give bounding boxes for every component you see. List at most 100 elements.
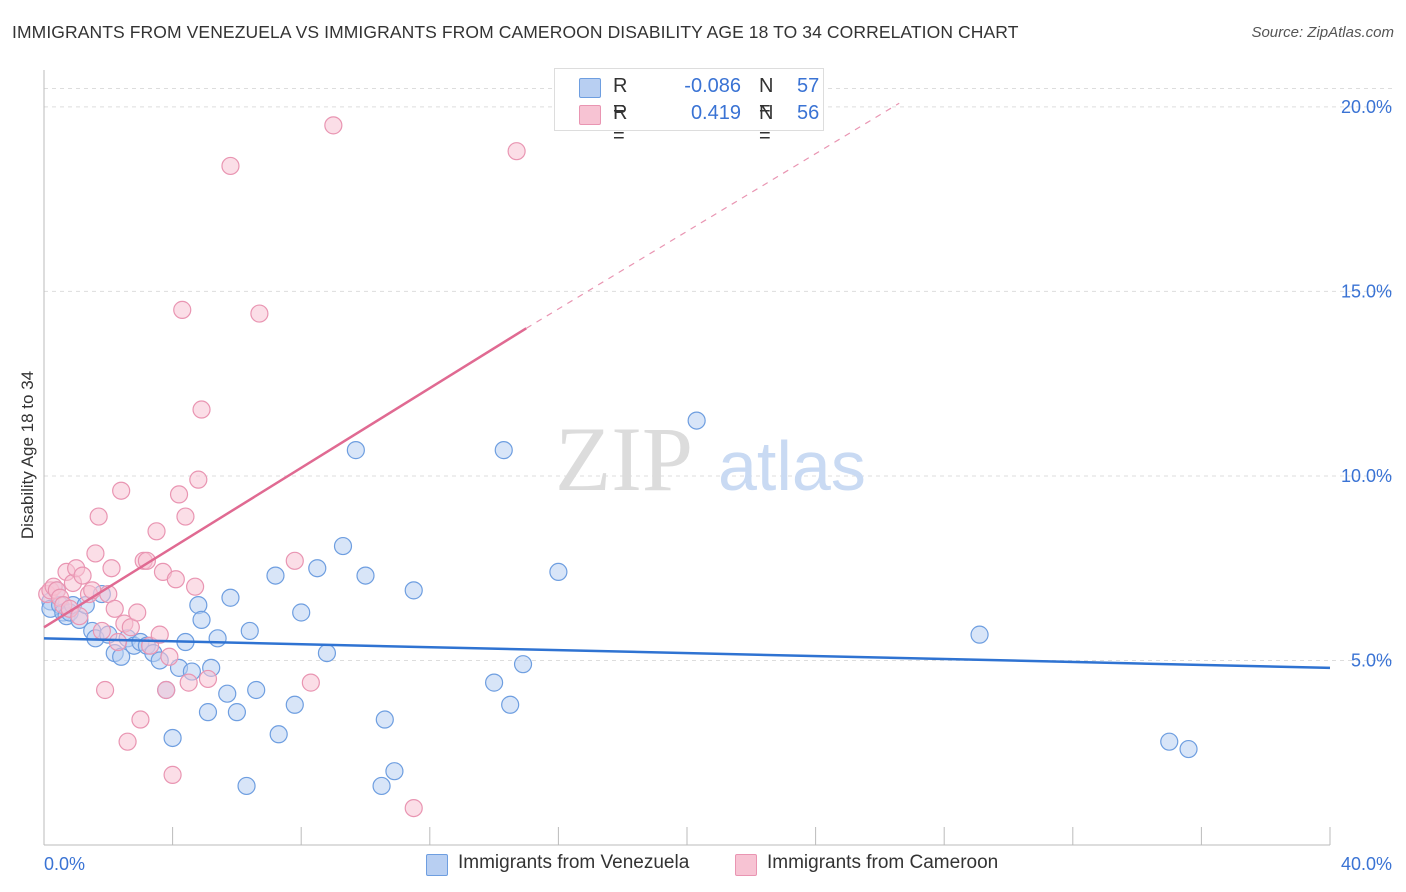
- y-tick-label: 5.0%: [1351, 650, 1392, 670]
- legend-n-value: 56: [797, 102, 820, 124]
- venezuela-point: [269, 725, 288, 744]
- cameroon-point: [105, 599, 124, 618]
- venezuela-point: [375, 710, 394, 729]
- cameroon-point: [89, 507, 108, 526]
- watermark: ZIP atlas: [555, 408, 866, 510]
- venezuela-point: [221, 588, 240, 607]
- legend-r-value: 0.419: [690, 102, 741, 124]
- cameroon-point: [92, 621, 111, 641]
- cameroon-point: [102, 559, 121, 578]
- legend-r-label: R =: [613, 75, 628, 120]
- cameroon-point: [179, 673, 198, 692]
- venezuela-point: [189, 596, 208, 615]
- venezuela-point: [494, 441, 513, 460]
- cameroon-point: [507, 142, 526, 161]
- legend-r-label: R =: [613, 102, 628, 147]
- watermark-zip: ZIP: [555, 408, 693, 510]
- cameroon-point: [173, 300, 192, 319]
- venezuela-point: [549, 562, 568, 582]
- cameroon-swatch: [579, 105, 601, 125]
- cameroon-point: [285, 551, 304, 570]
- cameroon-legend-label: Immigrants from Cameroon: [767, 852, 999, 873]
- y-tick-label: 10.0%: [1341, 466, 1392, 486]
- venezuela-point: [1179, 739, 1198, 759]
- cameroon-point: [73, 566, 92, 585]
- venezuela-point: [247, 680, 266, 700]
- x-tick-label: 40.0%: [1341, 854, 1392, 874]
- cameroon-point: [118, 732, 137, 751]
- cameroon-point: [150, 625, 169, 644]
- cameroon-point: [169, 485, 189, 504]
- cameroon-point: [160, 647, 179, 666]
- venezuela-point: [163, 728, 182, 748]
- y-tick-label: 20.0%: [1341, 97, 1392, 117]
- venezuela-point: [333, 536, 353, 556]
- gridlines: [44, 87, 1392, 661]
- cameroon-point: [186, 577, 205, 596]
- venezuela-point: [404, 581, 423, 600]
- cameroon-point: [250, 304, 269, 323]
- cameroon-point: [198, 669, 218, 689]
- venezuela-point: [308, 559, 327, 578]
- cameroon-trend-line: [43, 327, 527, 629]
- correlation-legend: R = -0.086 N = 57 R = 0.419 N = 56: [554, 68, 824, 147]
- trend-lines: [43, 102, 1331, 670]
- cameroon-point: [163, 765, 182, 784]
- cameroon-point: [157, 680, 176, 700]
- venezuela-point: [970, 625, 989, 644]
- venezuela-point: [372, 776, 391, 796]
- watermark-atlas: atlas: [718, 427, 866, 505]
- cameroon-trend-extension: [525, 102, 900, 329]
- x-tick-label: 0.0%: [44, 854, 85, 874]
- cameroon-point: [189, 470, 208, 489]
- venezuela-point: [227, 703, 246, 722]
- cameroon-point: [221, 156, 240, 176]
- venezuela-point: [385, 762, 404, 781]
- venezuela-point: [513, 655, 533, 674]
- tick-labels: 5.0% 10.0% 15.0% 20.0% 0.0% 40.0%: [44, 97, 1392, 874]
- cameroon-point: [176, 507, 195, 526]
- cameroon-point: [147, 522, 166, 541]
- legend-n-label: N =: [759, 102, 774, 147]
- venezuela-point: [192, 610, 211, 629]
- cameroon-point: [324, 116, 343, 135]
- cameroon-point: [86, 544, 105, 563]
- venezuela-point: [237, 776, 256, 796]
- legend-n-label: N =: [759, 75, 774, 120]
- venezuela-legend-label: Immigrants from Venezuela: [458, 852, 690, 873]
- venezuela-point: [218, 684, 237, 703]
- venezuela-legend-swatch: [426, 854, 448, 876]
- axes: [43, 70, 1331, 846]
- source-credit: Source: ZipAtlas.com: [1251, 24, 1394, 41]
- cameroon-point: [131, 710, 150, 729]
- venezuela-point: [292, 603, 311, 622]
- venezuela-point: [266, 566, 285, 585]
- chart-title: IMMIGRANTS FROM VENEZUELA VS IMMIGRANTS …: [12, 22, 1019, 42]
- venezuela-point: [198, 703, 218, 722]
- legend-r-value: -0.086: [684, 75, 741, 97]
- venezuela-point: [485, 673, 504, 692]
- cameroon-point: [404, 798, 423, 818]
- legend-n-value: 57: [797, 75, 820, 97]
- cameroon-point: [301, 673, 320, 692]
- venezuela-swatch: [579, 78, 601, 98]
- cameroon-point: [70, 607, 89, 626]
- venezuela-point: [501, 695, 520, 714]
- cameroon-legend-swatch: [735, 854, 757, 876]
- cameroon-point: [192, 400, 211, 419]
- venezuela-point: [240, 621, 259, 641]
- venezuela-point: [346, 441, 365, 460]
- y-axis-label: Disability Age 18 to 34: [18, 370, 37, 540]
- venezuela-trend-line: [43, 637, 1331, 670]
- venezuela-point: [1160, 732, 1179, 751]
- venezuela-point: [285, 695, 304, 714]
- venezuela-point: [687, 411, 706, 430]
- venezuela-point: [356, 566, 375, 585]
- cameroon-point: [128, 603, 147, 622]
- venezuela-point: [208, 629, 227, 648]
- cameroon-point: [108, 632, 128, 652]
- data-points: [38, 116, 1198, 818]
- y-tick-label: 15.0%: [1341, 281, 1392, 301]
- venezuela-point: [317, 643, 337, 663]
